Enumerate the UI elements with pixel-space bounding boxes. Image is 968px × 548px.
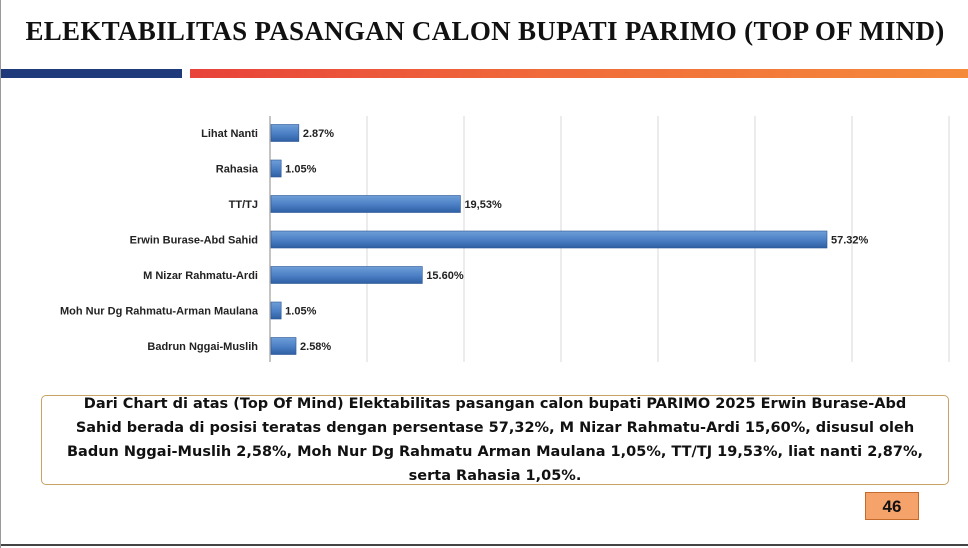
bar	[270, 230, 828, 249]
category-label: Rahasia	[216, 164, 259, 176]
chart-bars: Lihat Nanti 2.87% Rahasia 1.05% TT/TJ 19,53% E…	[60, 124, 869, 355]
data-label: 57.32%	[831, 235, 869, 247]
category-label: M Nizar Rahmatu-Ardi	[143, 270, 258, 282]
category-label: Moh Nur Dg Rahmatu-Arman Maulana	[60, 306, 259, 318]
summary-box: Dari Chart di atas (Top Of Mind) Elektab…	[41, 395, 949, 485]
summary-text: Dari Chart di atas (Top Of Mind) Elektab…	[66, 396, 924, 484]
bar	[270, 124, 300, 142]
bar	[270, 266, 423, 284]
bar	[270, 195, 461, 213]
bar	[270, 159, 282, 178]
category-label: Badrun Nggai-Muslih	[147, 341, 258, 353]
header-rule-orange	[190, 69, 968, 78]
page-number-badge: 46	[865, 492, 919, 520]
category-label: TT/TJ	[229, 199, 258, 211]
bar-chart: Lihat Nanti 2.87% Rahasia 1.05% TT/TJ 19,53% E…	[60, 116, 950, 362]
bar	[270, 301, 282, 320]
data-label: 2.87%	[303, 128, 334, 140]
data-label: 15.60%	[426, 270, 464, 282]
data-label: 1.05%	[285, 306, 316, 318]
footer-rule	[1, 544, 968, 546]
bar	[270, 337, 297, 355]
data-label: 1.05%	[285, 164, 316, 176]
header-rule-navy	[1, 69, 182, 78]
data-label: 2.58%	[300, 341, 331, 353]
slide-title: ELEKTABILITAS PASANGAN CALON BUPATI PARI…	[25, 16, 945, 46]
category-label: Erwin Burase-Abd Sahid	[130, 235, 258, 247]
category-label: Lihat Nanti	[201, 128, 258, 140]
data-label: 19,53%	[464, 199, 502, 211]
